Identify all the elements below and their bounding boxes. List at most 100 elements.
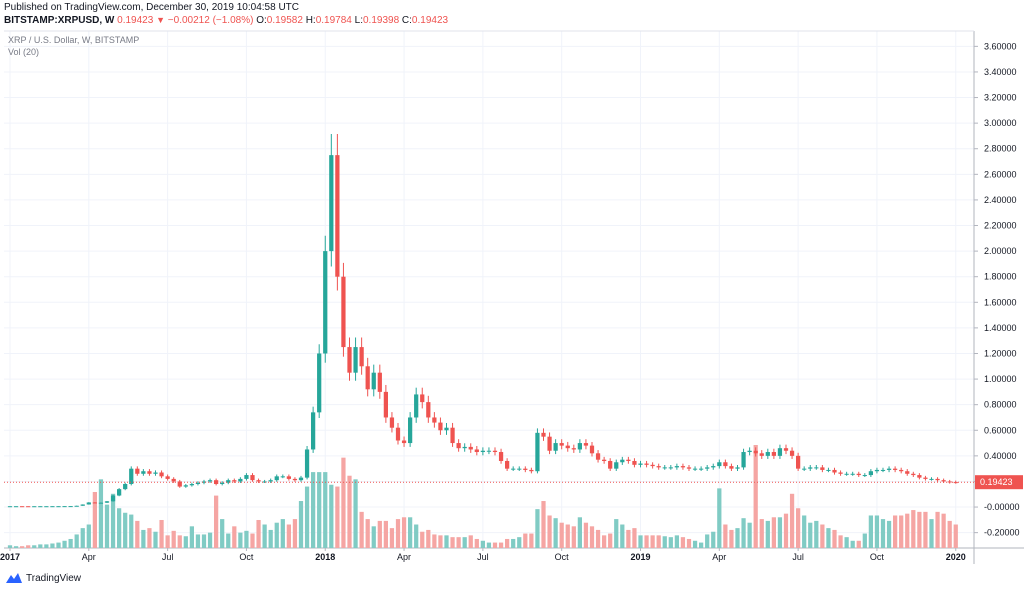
candle-body	[414, 394, 419, 418]
volume-bar	[432, 534, 437, 548]
y-tick-label: 3.60000	[984, 41, 1017, 51]
volume-bar	[941, 513, 946, 548]
volume-bar	[129, 514, 134, 548]
candle-body	[899, 469, 904, 472]
volume-bar	[183, 536, 188, 548]
candle-body	[759, 453, 764, 456]
y-tick-label: 0.40000	[984, 451, 1017, 461]
candle-body	[789, 450, 795, 456]
volume-bar	[438, 535, 443, 548]
candle-body	[832, 469, 837, 473]
volume-bar	[729, 529, 734, 548]
y-tick-label: 1.80000	[984, 272, 1017, 282]
volume-bar	[110, 493, 116, 548]
y-tick-label: 2.40000	[984, 195, 1017, 205]
candle-body	[517, 468, 522, 470]
volume-bar	[50, 543, 55, 548]
volume-bar	[207, 532, 213, 548]
volume-bar	[341, 457, 346, 548]
volume-bar	[317, 472, 322, 548]
candle-body	[347, 347, 352, 373]
volume-bar	[335, 486, 340, 548]
candle-body	[329, 155, 334, 252]
volume-bar	[498, 542, 504, 548]
down-arrow-icon: ▼	[156, 15, 166, 25]
candle-body	[56, 506, 61, 508]
volume-bar	[856, 540, 861, 548]
volume-bar	[395, 519, 401, 548]
volume-bar	[886, 520, 892, 548]
candle-body	[371, 372, 376, 390]
candle-body	[450, 427, 455, 444]
candle-body	[214, 480, 219, 485]
volume-bar	[705, 534, 710, 548]
y-tick-label: 3.40000	[984, 67, 1017, 77]
price-chart[interactable]: 3.60000 3.40000 3.20000 3.00000 2.80000 2.600…	[0, 30, 1024, 589]
low-value: 0.19398	[362, 15, 400, 26]
volume-bar	[226, 533, 231, 548]
x-tick-label: Jul	[477, 552, 489, 562]
volume-bar	[608, 533, 613, 548]
candle-body	[686, 467, 692, 469]
volume-bar	[68, 538, 73, 548]
candle-body	[917, 475, 922, 478]
candle-body	[292, 478, 298, 481]
volume-bar	[735, 528, 740, 548]
volume-bar	[13, 546, 19, 548]
candle-body	[335, 155, 340, 277]
candle-body	[808, 467, 813, 469]
candle-body	[838, 472, 843, 474]
candle-body	[783, 448, 789, 451]
volume-bar	[171, 530, 176, 548]
volume-bar	[717, 488, 722, 548]
volume-bar	[104, 504, 110, 548]
candle-body	[444, 427, 449, 431]
candle-body	[117, 489, 122, 496]
volume-bar	[359, 511, 364, 548]
candle-body	[462, 446, 467, 449]
x-tick-label: Jul	[162, 552, 174, 562]
volume-bar	[92, 491, 97, 548]
x-tick-label: 2017	[0, 552, 20, 562]
volume-bar	[365, 519, 370, 548]
volume-bar	[844, 537, 849, 548]
volume-bar	[571, 526, 576, 548]
high-label: H:	[305, 15, 316, 26]
volume-bar	[147, 528, 152, 548]
candle-body	[304, 449, 310, 478]
candle-body	[32, 506, 37, 508]
y-tick-label: 2.20000	[984, 221, 1017, 231]
volume-bar	[353, 479, 358, 548]
y-tick-label: 0.60000	[984, 425, 1017, 435]
candle-body	[86, 502, 91, 505]
volume-bar	[923, 511, 928, 548]
candle-body	[426, 402, 431, 418]
volume-bar	[741, 518, 746, 548]
volume-bar	[371, 526, 376, 548]
candle-body	[735, 467, 740, 469]
candle-body	[589, 445, 595, 454]
volume-bar	[444, 535, 449, 548]
volume-bar	[838, 535, 843, 548]
footer[interactable]: TradingView	[6, 572, 81, 584]
candle-body	[753, 450, 758, 454]
volume-bar	[626, 529, 631, 548]
candle-body	[286, 476, 291, 479]
candle-body	[26, 506, 31, 508]
volume-bar	[747, 522, 752, 548]
candle-body	[656, 466, 661, 468]
candle-body	[880, 469, 886, 471]
volume-bar	[929, 519, 934, 548]
volume-bar	[244, 530, 249, 548]
legend-volume: Vol (20)	[8, 47, 40, 57]
candle-body	[135, 468, 140, 474]
candle-body	[893, 468, 898, 470]
volume-bar	[44, 544, 49, 548]
volume-bar	[820, 524, 825, 548]
candle-body	[129, 468, 134, 485]
volume-bar	[862, 533, 867, 548]
candle-body	[699, 468, 704, 470]
candle-body	[717, 462, 722, 467]
candle-body	[814, 467, 819, 469]
candle-body	[38, 506, 43, 508]
